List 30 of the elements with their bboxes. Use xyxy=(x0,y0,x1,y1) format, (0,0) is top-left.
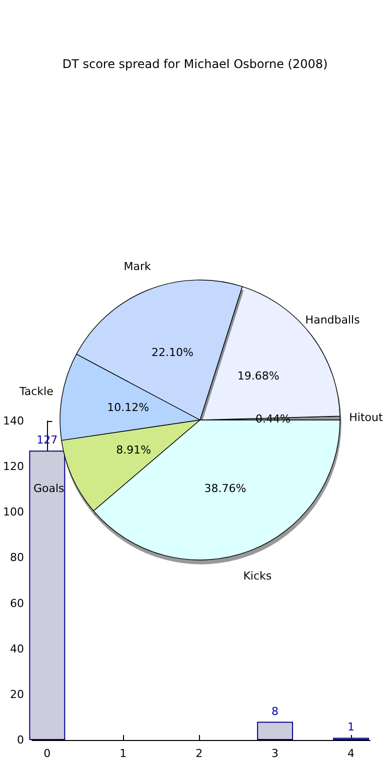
y-tick-label: 120 xyxy=(2,460,24,474)
slice-label: Mark xyxy=(124,260,152,273)
slice-label: Goals xyxy=(33,482,65,496)
slice-label: Hitout xyxy=(349,411,384,424)
x-tick-label: 0 xyxy=(44,747,51,760)
data-label: 10.12% xyxy=(107,401,150,414)
slice-label: Kicks xyxy=(243,569,272,582)
slice-label: Tackle xyxy=(18,385,54,398)
x-tick-label: 4 xyxy=(348,747,355,760)
x-tick-label: 2 xyxy=(196,747,203,760)
y-tick-label: 40 xyxy=(10,642,24,656)
data-label: 0.44% xyxy=(256,412,290,426)
x-tick-label: 3 xyxy=(272,747,279,760)
y-tick-label: 140 xyxy=(2,414,24,428)
y-tick-label: 60 xyxy=(10,596,24,610)
data-label: 1 xyxy=(348,720,355,734)
data-label: 8.91% xyxy=(116,444,152,457)
y-tick-label: 20 xyxy=(10,688,24,701)
x-tick-label: 1 xyxy=(120,747,127,760)
chart-title: DT score spread for Michael Osborne (2008) xyxy=(62,57,328,71)
data-label: 38.76% xyxy=(204,482,246,495)
bar xyxy=(257,722,294,740)
bar xyxy=(29,450,66,740)
data-label: 8 xyxy=(272,704,279,718)
data-label: 19.68% xyxy=(237,370,280,383)
y-tick-label: 80 xyxy=(10,551,24,564)
slice-label: Handballs xyxy=(305,314,360,327)
y-tick-label: 100 xyxy=(2,506,24,519)
data-label: 22.10% xyxy=(151,346,194,359)
y-tick-label: 0 xyxy=(16,734,24,746)
